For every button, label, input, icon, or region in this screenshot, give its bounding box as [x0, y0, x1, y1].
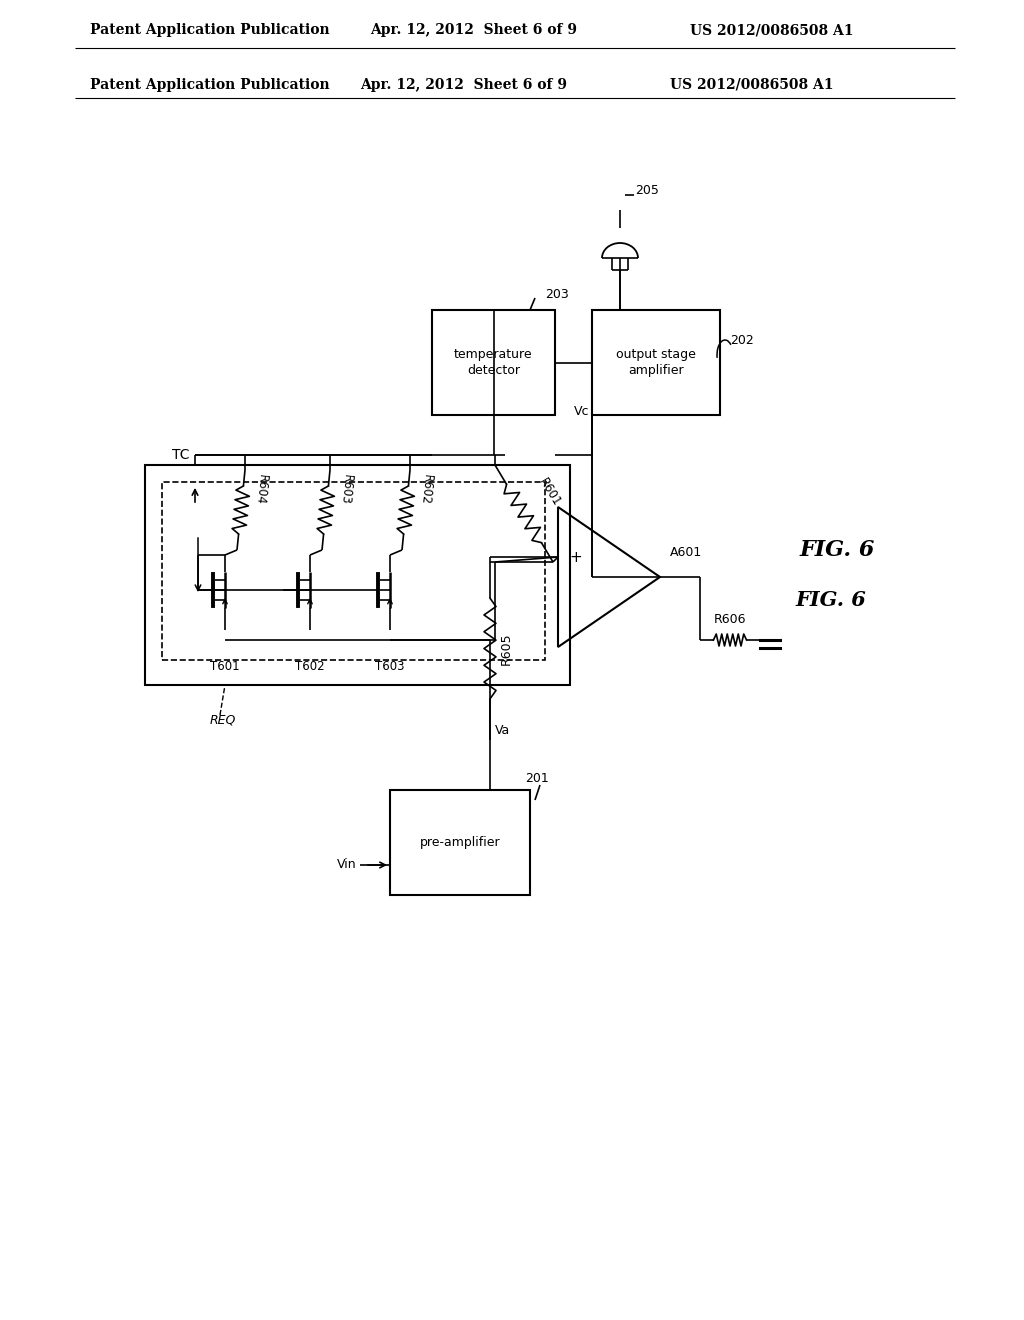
Text: Vin: Vin — [337, 858, 357, 871]
Text: detector: detector — [467, 364, 520, 378]
Text: TC: TC — [172, 447, 190, 462]
Text: Patent Application Publication: Patent Application Publication — [90, 78, 330, 92]
Text: T601: T601 — [210, 660, 240, 673]
Text: output stage: output stage — [616, 348, 696, 360]
Text: 203: 203 — [545, 289, 568, 301]
Bar — [432, 310, 555, 414]
Text: +: + — [569, 549, 583, 565]
Text: Patent Application Publication: Patent Application Publication — [90, 22, 330, 37]
Text: T602: T602 — [295, 660, 325, 673]
Text: R601: R601 — [536, 475, 563, 508]
Text: R606: R606 — [714, 612, 746, 626]
Text: temperature: temperature — [455, 348, 532, 360]
Text: REQ: REQ — [210, 714, 237, 726]
Text: pre-amplifier: pre-amplifier — [420, 836, 501, 849]
Text: Apr. 12, 2012  Sheet 6 of 9: Apr. 12, 2012 Sheet 6 of 9 — [370, 22, 577, 37]
Bar — [162, 482, 545, 660]
Text: Apr. 12, 2012  Sheet 6 of 9: Apr. 12, 2012 Sheet 6 of 9 — [360, 78, 567, 92]
Text: R602: R602 — [418, 474, 434, 506]
Text: 201: 201 — [525, 772, 549, 785]
Bar — [592, 310, 720, 414]
Text: Vc: Vc — [573, 405, 589, 418]
Text: R604: R604 — [253, 474, 269, 506]
Text: amplifier: amplifier — [628, 364, 684, 378]
Text: R603: R603 — [338, 474, 354, 506]
Text: 205: 205 — [635, 183, 658, 197]
Text: 202: 202 — [730, 334, 754, 346]
Text: Va: Va — [495, 723, 510, 737]
Bar — [145, 465, 570, 685]
Text: T603: T603 — [375, 660, 404, 673]
Text: FIG. 6: FIG. 6 — [800, 539, 876, 561]
Text: US 2012/0086508 A1: US 2012/0086508 A1 — [670, 78, 834, 92]
Text: A601: A601 — [670, 545, 702, 558]
Text: R605: R605 — [500, 632, 513, 665]
Bar — [390, 789, 530, 895]
Text: US 2012/0086508 A1: US 2012/0086508 A1 — [690, 22, 853, 37]
Text: FIG. 6: FIG. 6 — [795, 590, 865, 610]
